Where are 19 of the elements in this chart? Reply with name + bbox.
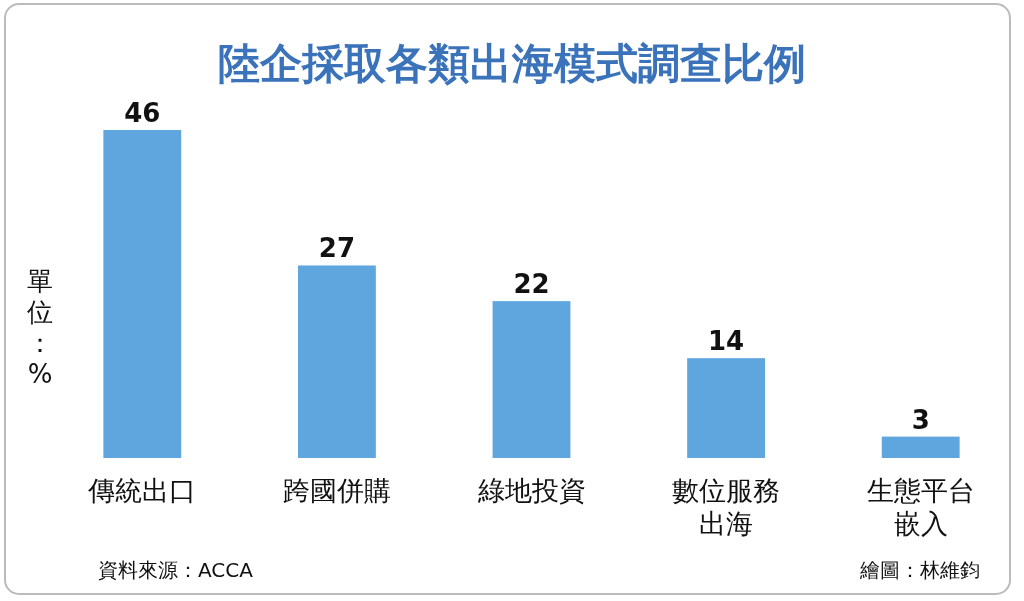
data-label: 46 xyxy=(124,98,161,128)
bar xyxy=(881,436,960,458)
source-note: 資料來源：ACCA xyxy=(98,558,254,582)
x-tick-label: 生態平台嵌入 xyxy=(866,475,975,539)
data-label: 22 xyxy=(513,269,550,300)
x-tick-label: 跨國併購 xyxy=(282,475,391,506)
x-tick-label: 數位服務出海 xyxy=(672,475,781,539)
y-axis-title: 單位：% xyxy=(27,266,53,389)
chart-title: 陸企採取各類出海模式調查比例 xyxy=(218,39,806,88)
data-label: 27 xyxy=(318,233,355,264)
x-tick-label: 傳統出口 xyxy=(87,475,197,506)
bar xyxy=(492,301,571,458)
bar xyxy=(103,130,182,458)
data-label: 3 xyxy=(911,404,930,435)
x-tick-label: 綠地投資 xyxy=(476,475,586,506)
bar xyxy=(687,358,766,458)
bar xyxy=(297,265,376,458)
text: 繪圖：林維鈞 xyxy=(859,558,980,582)
data-label: 14 xyxy=(708,326,745,357)
